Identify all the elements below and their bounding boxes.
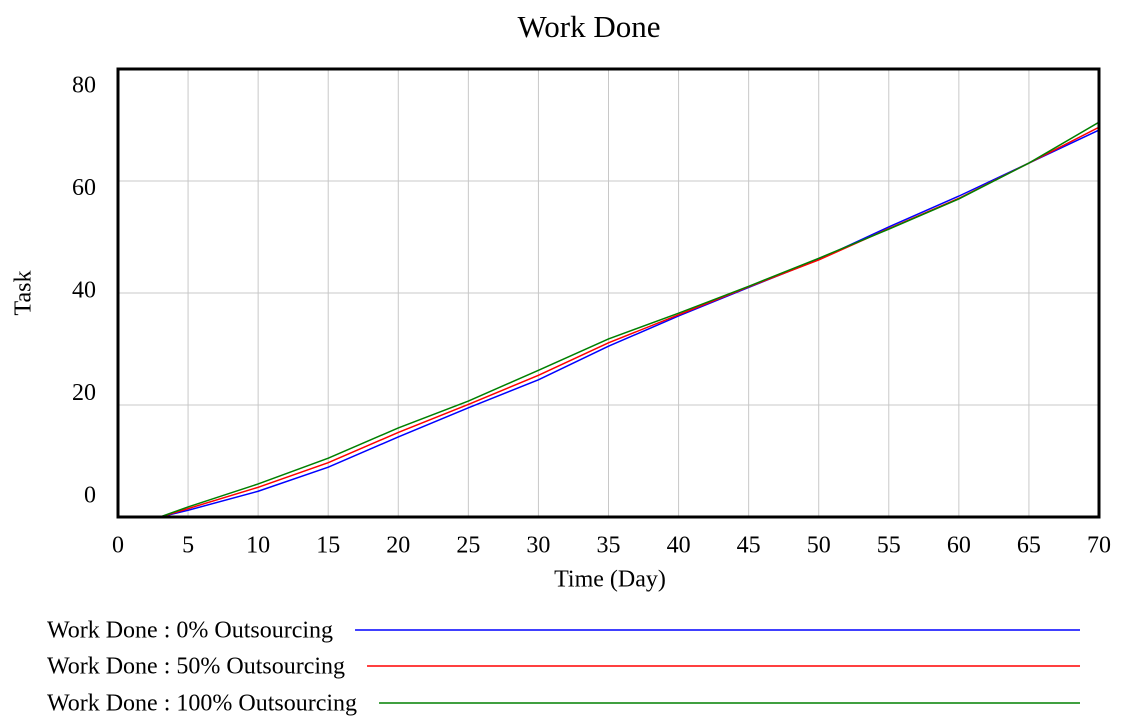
legend-label: Work Done : 100% Outsourcing xyxy=(47,691,357,717)
y-tick-label: 80 xyxy=(72,73,96,99)
x-tick-label: 40 xyxy=(667,533,691,559)
y-tick-label: 40 xyxy=(72,278,96,304)
x-tick-label: 0 xyxy=(112,533,124,559)
x-tick-label: 50 xyxy=(807,533,831,559)
x-tick-label: 55 xyxy=(877,533,901,559)
x-tick-label: 30 xyxy=(526,533,550,559)
y-tick-label: 0 xyxy=(84,483,96,509)
x-tick-label: 10 xyxy=(246,533,270,559)
y-tick-label: 60 xyxy=(72,175,96,201)
x-tick-label: 35 xyxy=(597,533,621,559)
y-tick-label: 20 xyxy=(72,380,96,406)
x-tick-label: 15 xyxy=(316,533,340,559)
x-tick-label: 60 xyxy=(947,533,971,559)
legend-label: Work Done : 0% Outsourcing xyxy=(47,618,333,644)
plot-frame xyxy=(116,67,1101,519)
x-axis-title: Time (Day) xyxy=(554,567,666,593)
y-axis-title: Task xyxy=(11,271,37,316)
x-tick-label: 70 xyxy=(1087,533,1111,559)
x-tick-label: 45 xyxy=(737,533,761,559)
chart-title: Work Done xyxy=(518,9,661,44)
x-tick-label: 5 xyxy=(182,533,194,559)
x-tick-label: 20 xyxy=(386,533,410,559)
data-line xyxy=(118,129,1100,518)
legend-label: Work Done : 50% Outsourcing xyxy=(47,654,345,680)
x-tick-label: 25 xyxy=(456,533,480,559)
data-line xyxy=(118,121,1100,518)
x-tick-label: 65 xyxy=(1017,533,1041,559)
